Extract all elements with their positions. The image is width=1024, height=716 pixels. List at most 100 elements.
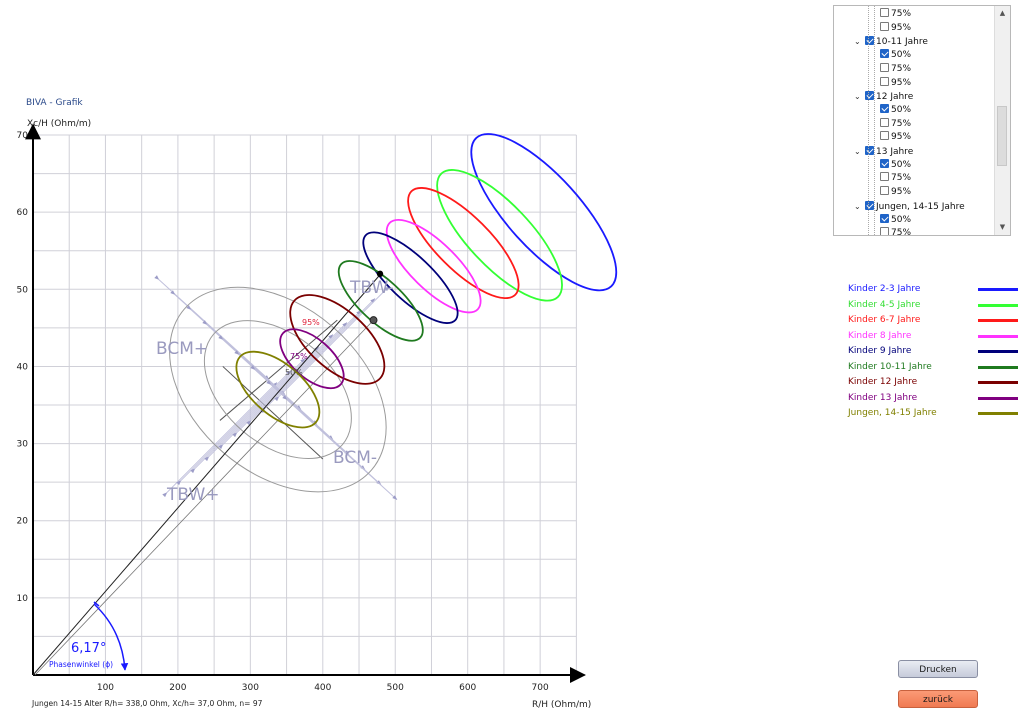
print-button[interactable]: Drucken bbox=[898, 660, 978, 678]
legend-swatch bbox=[978, 365, 1018, 369]
legend-item: Kinder 2-3 Jahre bbox=[848, 283, 1023, 299]
tree-percentile-item[interactable]: 95% bbox=[880, 131, 911, 144]
tree-guide-line bbox=[874, 6, 875, 235]
tree-item-label: 13 Jahre bbox=[876, 147, 914, 157]
checkbox[interactable] bbox=[880, 76, 889, 86]
tree-percentile-item[interactable]: 50% bbox=[880, 49, 911, 62]
tree-group-item[interactable]: ⌄ 10-11 Jahre bbox=[854, 35, 928, 48]
x-tick-label: 200 bbox=[169, 683, 186, 693]
legend-item: Kinder 4-5 Jahre bbox=[848, 299, 1023, 315]
chevron-down-icon[interactable]: ⌄ bbox=[854, 147, 861, 156]
legend-label: Kinder 9 Jahre bbox=[848, 346, 912, 356]
group-tree-list[interactable]: 75% 95% ⌄ 10-11 Jahre 50% 75% 95% ⌄ 12 Jahre 50% 7… bbox=[833, 5, 1011, 236]
legend-label: Kinder 6-7 Jahre bbox=[848, 315, 921, 325]
tree-scrollbar[interactable]: ▲ ▼ bbox=[994, 6, 1010, 235]
checkbox[interactable] bbox=[865, 36, 874, 46]
checkbox[interactable] bbox=[880, 49, 889, 59]
group-ellipse bbox=[470, 133, 618, 292]
tree-item-label: 95% bbox=[891, 187, 912, 198]
legend-item: Kinder 8 Jahre bbox=[848, 330, 1023, 346]
tree-group-item[interactable]: ⌄ Jungen, 14-15 Jahre bbox=[854, 200, 965, 213]
checkbox[interactable] bbox=[880, 158, 889, 168]
checkbox[interactable] bbox=[880, 8, 889, 17]
legend-label: Kinder 2-3 Jahre bbox=[848, 284, 921, 294]
group-ellipse bbox=[337, 260, 424, 342]
x-tick-label: 700 bbox=[532, 683, 549, 693]
checkbox[interactable] bbox=[880, 172, 889, 182]
legend-swatch bbox=[978, 381, 1018, 384]
legend-item: Kinder 9 Jahre bbox=[848, 345, 1023, 361]
scroll-down-icon[interactable]: ▼ bbox=[999, 223, 1006, 231]
tbw-minus-label: TBW- bbox=[349, 278, 394, 298]
tree-item-label: 75% bbox=[891, 9, 912, 19]
checkbox[interactable] bbox=[880, 131, 889, 141]
legend-swatch bbox=[978, 319, 1018, 322]
tree-item-label: 95% bbox=[891, 22, 912, 33]
tree-item-label: 75% bbox=[891, 118, 912, 129]
group-ellipse bbox=[436, 169, 563, 302]
tree-group-item[interactable]: ⌄ 13 Jahre bbox=[854, 145, 913, 158]
checkbox[interactable] bbox=[880, 213, 889, 223]
tree-item-label: 75% bbox=[891, 63, 912, 74]
tree-percentile-item[interactable]: 95% bbox=[880, 21, 912, 35]
tree-percentile-item[interactable]: 95% bbox=[880, 186, 911, 199]
group-ellipse bbox=[362, 231, 459, 324]
x-tick-label: 600 bbox=[459, 683, 476, 693]
scroll-up-icon[interactable]: ▲ bbox=[999, 9, 1006, 17]
checkbox[interactable] bbox=[880, 186, 889, 196]
checkbox[interactable] bbox=[880, 103, 889, 113]
checkbox[interactable] bbox=[865, 146, 874, 155]
group-ellipse bbox=[385, 218, 482, 314]
back-button[interactable]: zurück bbox=[898, 690, 978, 708]
checkbox[interactable] bbox=[865, 200, 874, 210]
y-tick-label: 70 bbox=[17, 131, 29, 141]
legend-item: Kinder 6-7 Jahre bbox=[848, 314, 1023, 330]
chevron-down-icon[interactable]: ⌄ bbox=[854, 92, 861, 102]
tree-group-item[interactable]: ⌄ 12 Jahre bbox=[854, 90, 913, 103]
tree-percentile-item[interactable]: 75% bbox=[880, 227, 912, 236]
legend-swatch bbox=[978, 396, 1018, 400]
checkbox[interactable] bbox=[880, 21, 889, 31]
group-ellipse bbox=[289, 294, 386, 385]
group-ellipse bbox=[407, 187, 520, 300]
tree-percentile-item[interactable]: 50% bbox=[880, 158, 911, 172]
tree-item-label: 12 Jahre bbox=[876, 92, 914, 103]
reference-line bbox=[34, 319, 374, 676]
tree-percentile-item[interactable]: 75% bbox=[880, 172, 911, 185]
scroll-thumb[interactable] bbox=[997, 106, 1007, 166]
x-tick-label: 300 bbox=[242, 683, 259, 693]
legend-swatch bbox=[978, 412, 1018, 415]
tree-item-label: 95% bbox=[891, 77, 912, 88]
tolerance-ellipse bbox=[169, 286, 387, 493]
y-axis-label: Xc/H (Ohm/m) bbox=[27, 119, 91, 129]
tree-item-label: 50% bbox=[891, 50, 912, 61]
tbw-vector-arrow bbox=[232, 322, 348, 438]
tree-item-label: 75% bbox=[891, 228, 912, 236]
phase-angle-arc bbox=[93, 603, 129, 671]
tree-item-label: 50% bbox=[891, 214, 912, 225]
tree-percentile-item[interactable]: 75% bbox=[880, 62, 912, 76]
phase-angle-value: 6,17° bbox=[71, 641, 106, 656]
y-tick-label: 50 bbox=[17, 285, 29, 295]
phase-angle-label: Phasenwinkel (ϕ) bbox=[49, 660, 113, 669]
legend-label: Jungen, 14-15 Jahre bbox=[848, 408, 937, 418]
tree-percentile-item[interactable]: 50% bbox=[880, 213, 912, 227]
tbw-vector-arrow bbox=[274, 286, 390, 402]
checkbox[interactable] bbox=[880, 62, 889, 72]
tree-percentile-item[interactable]: 95% bbox=[880, 76, 912, 90]
chart-legend: Kinder 2-3 Jahre Kinder 4-5 Jahre Kinder 6… bbox=[848, 283, 1023, 423]
bcm-minus-label: BCM- bbox=[333, 448, 377, 468]
legend-item: Kinder 13 Jahre bbox=[848, 392, 1023, 408]
chevron-down-icon[interactable]: ⌄ bbox=[854, 201, 861, 211]
bcm-vector-arrow bbox=[282, 395, 398, 500]
checkbox[interactable] bbox=[865, 91, 874, 101]
tree-percentile-item[interactable]: 50% bbox=[880, 103, 911, 117]
tree-percentile-item[interactable]: 75% bbox=[880, 8, 911, 21]
x-tick-label: 100 bbox=[97, 683, 114, 693]
legend-swatch bbox=[978, 288, 1018, 291]
checkbox[interactable] bbox=[880, 227, 889, 235]
tree-percentile-item[interactable]: 75% bbox=[880, 117, 912, 131]
checkbox[interactable] bbox=[880, 117, 889, 127]
tree-item-label: 95% bbox=[891, 132, 912, 143]
chevron-down-icon[interactable]: ⌄ bbox=[854, 37, 861, 47]
